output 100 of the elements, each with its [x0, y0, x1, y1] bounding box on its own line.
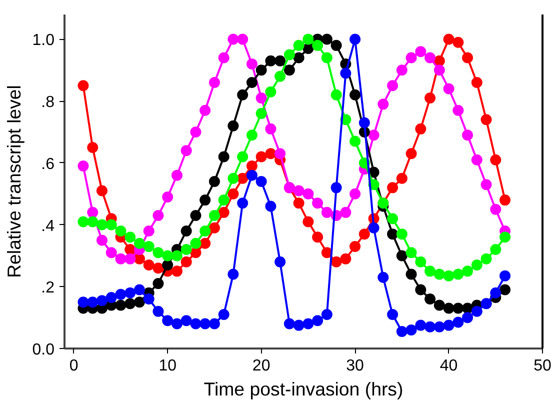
- point: [265, 148, 276, 160]
- point: [452, 316, 464, 328]
- point: [115, 253, 126, 264]
- point: [452, 302, 464, 314]
- point: [143, 260, 154, 270]
- point: [152, 247, 164, 258]
- point: [500, 232, 511, 243]
- point: [256, 92, 267, 104]
- point: [200, 238, 211, 249]
- point: [396, 64, 408, 76]
- point: [87, 216, 98, 228]
- point: [452, 36, 464, 48]
- point: [406, 268, 417, 280]
- point: [406, 148, 417, 160]
- point: [274, 70, 286, 82]
- point: [228, 268, 239, 280]
- point: [321, 206, 332, 218]
- point: [152, 306, 164, 317]
- point: [237, 89, 248, 100]
- point: [237, 151, 248, 162]
- point: [387, 308, 398, 320]
- point: [443, 302, 454, 314]
- point: [256, 176, 267, 187]
- point: [471, 77, 482, 88]
- point: [218, 308, 230, 320]
- x-tick-label: 50: [534, 358, 552, 374]
- point: [96, 219, 108, 230]
- point: [452, 268, 464, 280]
- point: [228, 188, 239, 200]
- point: [378, 98, 389, 110]
- point: [500, 284, 511, 296]
- point: [452, 104, 464, 116]
- point: [443, 270, 454, 282]
- point: [218, 52, 230, 64]
- point: [350, 89, 361, 100]
- point: [340, 253, 352, 264]
- point: [171, 318, 182, 330]
- point: [87, 206, 98, 218]
- point: [284, 318, 295, 330]
- point: [237, 198, 248, 209]
- point: [387, 80, 398, 92]
- point: [256, 151, 267, 162]
- point: [265, 86, 276, 98]
- point: [490, 154, 502, 166]
- point: [134, 296, 145, 308]
- point: [143, 240, 154, 252]
- point: [152, 278, 164, 290]
- point: [321, 308, 332, 320]
- point: [124, 232, 136, 243]
- point: [471, 306, 482, 317]
- point: [443, 34, 454, 45]
- point: [208, 210, 220, 222]
- point: [293, 40, 304, 51]
- point: [106, 247, 117, 258]
- point: [490, 204, 502, 215]
- point: [218, 194, 230, 206]
- point: [368, 130, 380, 141]
- point: [171, 170, 182, 181]
- point: [208, 318, 220, 330]
- point: [162, 315, 174, 326]
- point: [293, 198, 304, 209]
- y-tick-label: 0.0: [32, 342, 55, 358]
- point: [152, 210, 164, 222]
- point: [490, 244, 502, 256]
- point: [78, 216, 89, 228]
- point: [434, 300, 445, 311]
- point: [228, 172, 239, 184]
- point: [330, 40, 342, 51]
- point: [302, 188, 314, 200]
- x-tick-label: 0: [69, 358, 78, 374]
- point: [434, 321, 445, 332]
- point: [443, 320, 454, 331]
- point: [480, 253, 492, 264]
- point: [406, 247, 417, 258]
- point: [415, 320, 426, 331]
- point: [190, 126, 202, 138]
- point: [424, 294, 436, 305]
- point: [500, 270, 511, 282]
- point: [368, 222, 380, 234]
- point: [387, 182, 398, 194]
- point: [96, 234, 108, 246]
- y-axis-title: Relative transcript level: [3, 85, 24, 278]
- point: [490, 287, 502, 298]
- point: [312, 315, 324, 326]
- point: [396, 250, 408, 262]
- point: [396, 172, 408, 184]
- point: [340, 68, 352, 79]
- point: [208, 222, 220, 234]
- point: [190, 238, 202, 249]
- point: [87, 296, 98, 308]
- point: [471, 154, 482, 166]
- point: [124, 298, 136, 310]
- point: [330, 256, 342, 268]
- point: [424, 52, 436, 64]
- point: [302, 34, 314, 45]
- point: [134, 238, 145, 249]
- point: [208, 176, 220, 187]
- point: [443, 83, 454, 94]
- point: [424, 266, 436, 277]
- point: [265, 55, 276, 66]
